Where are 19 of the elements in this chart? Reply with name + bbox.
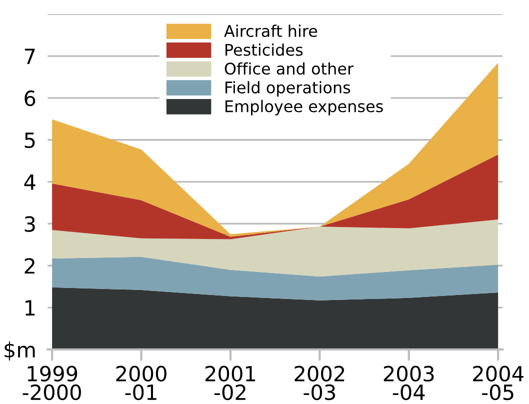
legend-label: Aircraft hire [224,24,318,38]
x-tick-label: 1999 -2000 [22,366,81,400]
x-tick-label: 2004 -05 [473,366,524,400]
legend-label: Field operations [226,81,350,97]
y-tick-label: 3 [24,216,35,232]
x-tick-label: 2000 -01 [116,366,166,400]
y-tick-label: 6 [24,90,36,106]
x-tick-label: 2003 -04 [384,366,434,400]
legend-label: Employee expenses [226,100,383,116]
y-tick-label: 7 [24,48,35,64]
y-tick-label: $m [4,342,35,360]
y-tick-label: 1 [26,300,35,316]
y-tick-label: 5 [24,132,35,148]
x-tick-label: 2001 -02 [205,366,256,400]
legend-label: Office and other [224,62,354,75]
y-tick-label: 2 [24,258,34,274]
x-tick-label: 2002 -03 [294,366,344,400]
y-tick-label: 4 [24,174,36,190]
legend-label: Pesticides [226,44,303,56]
